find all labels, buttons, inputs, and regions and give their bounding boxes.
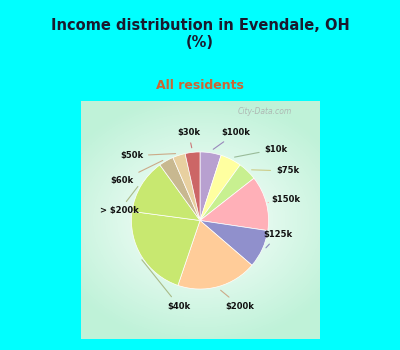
Text: $150k: $150k [268, 195, 300, 204]
Wedge shape [160, 158, 200, 220]
Wedge shape [173, 154, 200, 220]
Text: $30k: $30k [177, 128, 200, 148]
Text: City-Data.com: City-Data.com [238, 106, 292, 116]
Text: Income distribution in Evendale, OH
(%): Income distribution in Evendale, OH (%) [51, 18, 349, 50]
Wedge shape [178, 220, 252, 289]
Text: $125k: $125k [264, 230, 293, 248]
Text: $200k: $200k [221, 290, 254, 311]
Wedge shape [200, 178, 268, 231]
Text: $50k: $50k [120, 151, 176, 160]
Wedge shape [200, 165, 254, 220]
Wedge shape [200, 155, 240, 220]
Wedge shape [200, 152, 221, 220]
Wedge shape [200, 220, 268, 265]
Text: $40k: $40k [142, 260, 191, 311]
Text: $10k: $10k [234, 145, 288, 157]
Text: $100k: $100k [213, 128, 251, 149]
Wedge shape [132, 165, 200, 220]
Text: > $200k: > $200k [100, 187, 138, 216]
Wedge shape [132, 211, 200, 285]
Wedge shape [185, 152, 200, 220]
Text: $60k: $60k [110, 160, 163, 185]
Text: All residents: All residents [156, 79, 244, 92]
Text: $75k: $75k [252, 167, 299, 175]
